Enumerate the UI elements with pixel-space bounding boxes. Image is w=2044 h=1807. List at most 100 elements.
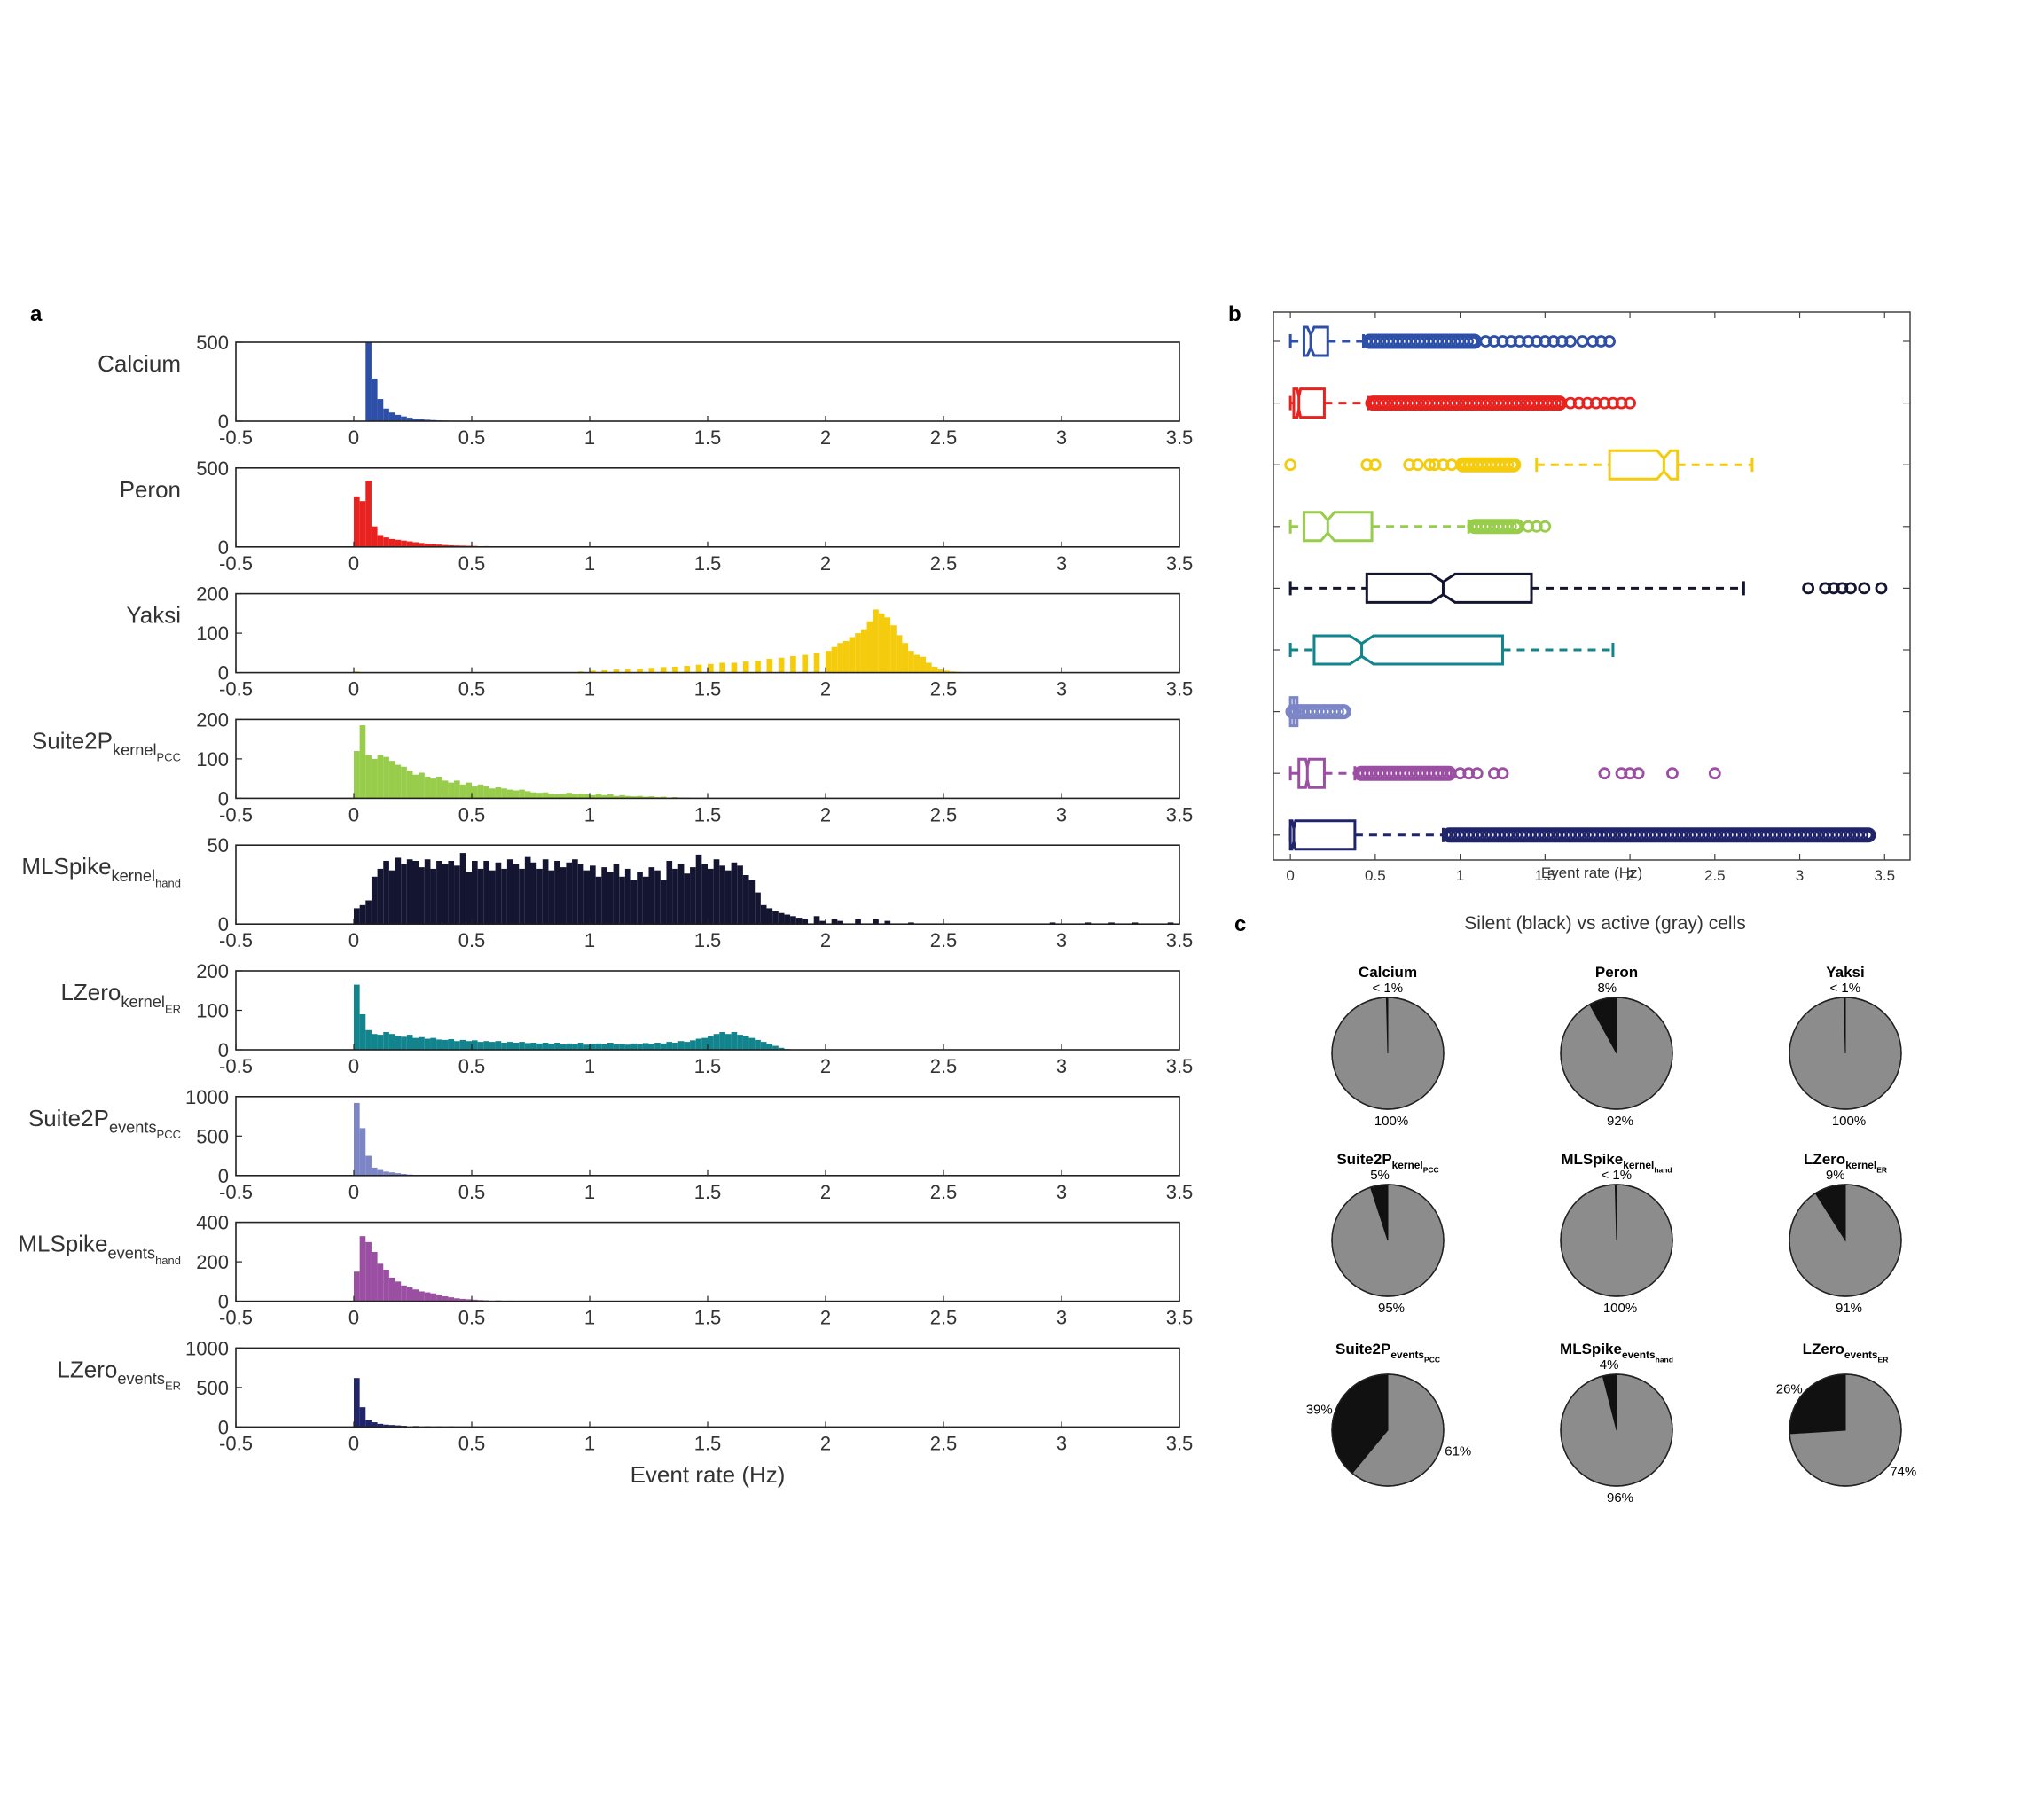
hist-bar bbox=[837, 920, 843, 925]
hist-bar bbox=[459, 784, 466, 799]
outlier-point bbox=[1844, 582, 1857, 595]
hist-bar bbox=[913, 654, 920, 673]
hist-bar bbox=[831, 919, 838, 925]
hist-bar bbox=[383, 861, 389, 925]
hist-bar bbox=[412, 419, 419, 421]
pie-title-sub: kernel bbox=[1392, 1159, 1423, 1171]
hist-bar bbox=[388, 1277, 395, 1302]
x-tick-label: 3 bbox=[1056, 678, 1067, 700]
histogram-label-main: MLSpike bbox=[21, 853, 111, 880]
y-tick-label: 200 bbox=[196, 1251, 229, 1273]
x-tick-label: 1.5 bbox=[694, 1181, 722, 1203]
x-tick-label: 0 bbox=[348, 1055, 359, 1077]
y-tick-label: 0 bbox=[218, 1165, 229, 1187]
x-tick-label: 3 bbox=[1056, 1307, 1067, 1329]
hist-bar bbox=[377, 1169, 384, 1176]
x-tick-label: 3 bbox=[1796, 867, 1804, 884]
hist-bar bbox=[873, 919, 879, 925]
hist-bar bbox=[737, 865, 743, 925]
outlier-point bbox=[1462, 767, 1476, 780]
hist-bar bbox=[719, 662, 725, 673]
x-tick-label: 2 bbox=[820, 1307, 831, 1329]
hist-bar bbox=[642, 796, 649, 799]
histogram-label: MLSpikekernelhand bbox=[21, 853, 181, 889]
hist-bar bbox=[371, 1422, 378, 1428]
hist-bar bbox=[884, 920, 891, 925]
x-tick-label: 0.5 bbox=[458, 1307, 486, 1329]
box bbox=[1302, 511, 1374, 543]
pie-6: Suite2PeventsPCC 39% 61% bbox=[1306, 1341, 1471, 1487]
outlier-point bbox=[1615, 396, 1628, 410]
hist-bar bbox=[383, 756, 389, 799]
outlier-point bbox=[1598, 396, 1611, 410]
outlier-point bbox=[1624, 767, 1636, 780]
histogram-label: Yaksi bbox=[126, 602, 181, 629]
hist-bar bbox=[430, 1293, 437, 1302]
x-tick-label: 3.5 bbox=[1166, 552, 1194, 575]
hist-bar bbox=[383, 537, 389, 547]
outlier-point bbox=[1511, 521, 1522, 532]
hist-bar bbox=[790, 916, 796, 925]
outlier-point bbox=[1463, 336, 1475, 347]
outlier-point bbox=[1488, 335, 1500, 348]
hist-bar bbox=[642, 1043, 649, 1050]
hist-bar bbox=[542, 859, 549, 925]
hist-bar bbox=[371, 1034, 378, 1050]
hist-bar bbox=[630, 796, 638, 799]
hist-bar bbox=[412, 774, 419, 799]
x-tick-label: 2.5 bbox=[930, 1055, 958, 1077]
hist-bar bbox=[419, 543, 425, 547]
hist-bar bbox=[613, 795, 620, 799]
outlier-point bbox=[1539, 335, 1552, 348]
hist-bar bbox=[607, 872, 614, 925]
hist-bar bbox=[424, 544, 431, 547]
boxplot-panel: 0 0.5 1 1.5 2 2.5 3 3.5 Event rate (Hz) bbox=[1273, 311, 1911, 884]
x-tick-label: 3.5 bbox=[1166, 1432, 1194, 1454]
y-tick-label: 0 bbox=[218, 787, 229, 810]
outlier-point bbox=[1505, 335, 1517, 348]
hist-bar bbox=[896, 635, 903, 673]
y-tick-label: 1000 bbox=[185, 1337, 229, 1359]
hist-bar bbox=[448, 1038, 455, 1050]
pie-4: MLSpikekernelhand< 1%100% bbox=[1560, 1151, 1673, 1316]
outlier-point bbox=[1666, 767, 1679, 780]
x-tick-label: 2 bbox=[820, 552, 831, 575]
pie-active-pct: 100% bbox=[1832, 1114, 1866, 1129]
hist-bar bbox=[672, 868, 678, 925]
hist-bar bbox=[354, 1271, 360, 1302]
x-tick-label: 0 bbox=[348, 426, 359, 449]
box-row-7 bbox=[1273, 757, 1910, 789]
y-tick-label: 0 bbox=[218, 662, 229, 684]
hist-bar bbox=[937, 669, 944, 673]
outlier-point bbox=[1555, 335, 1569, 348]
x-tick-label: 1 bbox=[584, 552, 595, 575]
pie-active-pct: 92% bbox=[1607, 1114, 1633, 1129]
hist-bar bbox=[572, 1044, 578, 1050]
hist-bar bbox=[760, 904, 767, 925]
hist-bar bbox=[677, 864, 685, 925]
box-row-6 bbox=[1273, 696, 1910, 728]
outlier-point bbox=[1468, 336, 1479, 347]
hist-bar bbox=[472, 786, 478, 799]
x-tick-label: 0.5 bbox=[458, 1181, 486, 1203]
pie-title-main: Calcium bbox=[1359, 964, 1417, 981]
hist-bar bbox=[412, 1037, 419, 1050]
x-axis-label: Event rate (Hz) bbox=[1541, 864, 1642, 881]
y-tick-label: 500 bbox=[196, 332, 229, 354]
pie-title-main: Peron bbox=[1595, 964, 1638, 981]
x-tick-label: -0.5 bbox=[219, 1432, 253, 1454]
outlier-point bbox=[1503, 459, 1515, 470]
hist-bar bbox=[359, 1128, 366, 1176]
pie-outline bbox=[1560, 1373, 1673, 1487]
hist-bar bbox=[530, 792, 537, 799]
hist-bar bbox=[548, 1044, 555, 1050]
histogram-label-main: Suite2P bbox=[28, 1105, 109, 1131]
hist-bar bbox=[406, 1287, 413, 1302]
hist-bar bbox=[772, 1045, 779, 1050]
x-tick-label: 3.5 bbox=[1166, 1181, 1194, 1203]
hist-bar bbox=[371, 1251, 378, 1302]
hist-bar bbox=[442, 1039, 449, 1050]
hist-bar bbox=[424, 1292, 431, 1302]
